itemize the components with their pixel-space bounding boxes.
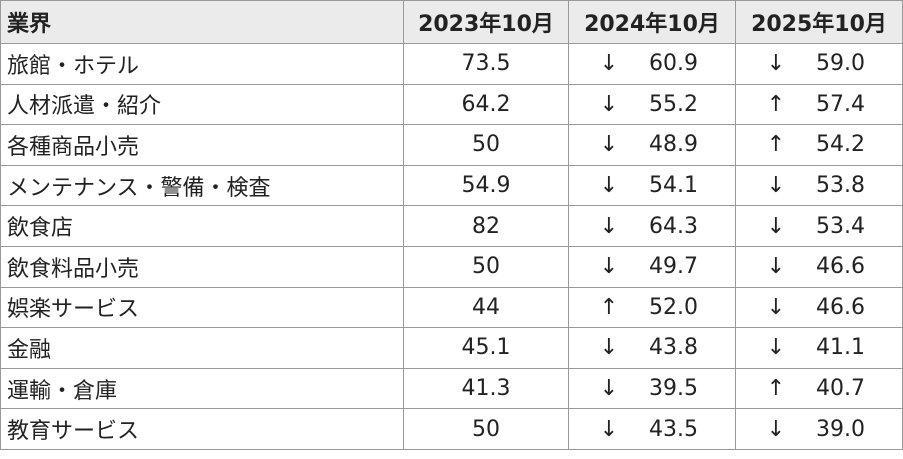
value: 55.2 xyxy=(649,91,698,117)
value: 39.0 xyxy=(816,416,865,442)
header-row: 業界 2023年10月 2024年10月 2025年10月 xyxy=(0,0,903,44)
change-cell: ↓ 53.4 xyxy=(735,205,903,247)
value-cell: 44 xyxy=(403,286,569,329)
value: 40.7 xyxy=(816,376,865,402)
trend-arrow: ↑ xyxy=(766,132,786,158)
industry-cell: 各種商品小売 xyxy=(0,124,404,166)
table-row: 教育サービス 50 ↓ 43.5 ↓ 39.0 xyxy=(0,408,903,450)
table-row: 各種商品小売 50 ↓ 48.9 ↑ 54.2 xyxy=(0,124,903,166)
trend-arrow: ↓ xyxy=(599,254,619,280)
table-row: メンテナンス・警備・検査 54.9 ↓ 54.1 ↓ 53.8 xyxy=(0,164,903,207)
change-cell: ↓ 46.6 xyxy=(735,245,903,288)
trend-arrow: ↓ xyxy=(766,254,786,280)
table-body: 旅館・ホテル 73.5 ↓ 60.9 ↓ 59.0 人材派遣・紹介 64.2 ↓ 55.2 ↑ 57.… xyxy=(0,43,903,450)
industry-cell: 運輸・倉庫 xyxy=(0,367,404,410)
value: 54.2 xyxy=(816,132,865,158)
change-cell: ↓ 55.2 xyxy=(568,83,736,126)
industry-cell: 飲食店 xyxy=(0,205,404,247)
value: 41.1 xyxy=(816,335,865,361)
value: 43.8 xyxy=(649,335,698,361)
change-cell: ↓ 43.5 xyxy=(568,408,736,450)
table-row: 飲食料品小売 50 ↓ 49.7 ↓ 46.6 xyxy=(0,245,903,288)
change-cell: ↑ 40.7 xyxy=(735,367,903,410)
value: 39.5 xyxy=(649,376,698,402)
trend-arrow: ↓ xyxy=(599,416,619,442)
header-cell: 2024年10月 xyxy=(568,0,736,44)
change-cell: ↓ 53.8 xyxy=(735,164,903,207)
change-cell: ↓ 39.0 xyxy=(735,408,903,450)
value-cell: 82 xyxy=(403,205,569,247)
trend-arrow: ↑ xyxy=(766,91,786,117)
change-cell: ↑ 52.0 xyxy=(568,286,736,329)
value: 46.6 xyxy=(816,254,865,280)
value: 46.6 xyxy=(816,294,865,320)
change-cell: ↓ 39.5 xyxy=(568,367,736,410)
value: 60.9 xyxy=(649,51,698,77)
value: 54.1 xyxy=(649,173,698,199)
industry-cell: 教育サービス xyxy=(0,408,404,450)
value: 43.5 xyxy=(649,416,698,442)
change-cell: ↓ 41.1 xyxy=(735,327,903,369)
value: 53.8 xyxy=(816,173,865,199)
trend-arrow: ↓ xyxy=(599,213,619,239)
value-cell: 64.2 xyxy=(403,83,569,126)
change-cell: ↓ 43.8 xyxy=(568,327,736,369)
trend-arrow: ↓ xyxy=(599,51,619,77)
trend-arrow: ↓ xyxy=(599,335,619,361)
trend-arrow: ↓ xyxy=(766,294,786,320)
trend-arrow: ↓ xyxy=(766,416,786,442)
value-cell: 54.9 xyxy=(403,164,569,207)
value: 64.3 xyxy=(649,213,698,239)
value: 49.7 xyxy=(649,254,698,280)
change-cell: ↓ 49.7 xyxy=(568,245,736,288)
industry-cell: メンテナンス・警備・検査 xyxy=(0,164,404,207)
value: 59.0 xyxy=(816,51,865,77)
change-cell: ↓ 59.0 xyxy=(735,43,903,85)
industry-cell: 人材派遣・紹介 xyxy=(0,83,404,126)
change-cell: ↓ 54.1 xyxy=(568,164,736,207)
value-cell: 73.5 xyxy=(403,43,569,85)
industry-cell: 金融 xyxy=(0,327,404,369)
trend-arrow: ↓ xyxy=(599,132,619,158)
change-cell: ↓ 64.3 xyxy=(568,205,736,247)
value: 48.9 xyxy=(649,132,698,158)
trend-arrow: ↓ xyxy=(599,173,619,199)
table-row: 旅館・ホテル 73.5 ↓ 60.9 ↓ 59.0 xyxy=(0,43,903,85)
change-cell: ↑ 54.2 xyxy=(735,124,903,166)
value-cell: 45.1 xyxy=(403,327,569,369)
header-cell: 2023年10月 xyxy=(403,0,569,44)
industry-cell: 旅館・ホテル xyxy=(0,43,404,85)
industry-cell: 飲食料品小売 xyxy=(0,245,404,288)
change-cell: ↓ 60.9 xyxy=(568,43,736,85)
table-header: 業界 2023年10月 2024年10月 2025年10月 xyxy=(0,0,903,44)
industry-cell: 娯楽サービス xyxy=(0,286,404,329)
trend-arrow: ↑ xyxy=(599,294,619,320)
value: 52.0 xyxy=(649,294,698,320)
table-row: 娯楽サービス 44 ↑ 52.0 ↓ 46.6 xyxy=(0,286,903,329)
value-cell: 50 xyxy=(403,408,569,450)
trend-arrow: ↑ xyxy=(766,376,786,402)
header-cell: 2025年10月 xyxy=(735,0,903,44)
table-row: 運輸・倉庫 41.3 ↓ 39.5 ↑ 40.7 xyxy=(0,367,903,410)
value-cell: 50 xyxy=(403,245,569,288)
trend-arrow: ↓ xyxy=(766,51,786,77)
value: 53.4 xyxy=(816,213,865,239)
change-cell: ↓ 46.6 xyxy=(735,286,903,329)
value: 57.4 xyxy=(816,91,865,117)
value-cell: 50 xyxy=(403,124,569,166)
trend-arrow: ↓ xyxy=(766,335,786,361)
header-cell: 業界 xyxy=(0,0,404,44)
table-row: 人材派遣・紹介 64.2 ↓ 55.2 ↑ 57.4 xyxy=(0,83,903,126)
change-cell: ↑ 57.4 xyxy=(735,83,903,126)
trend-arrow: ↓ xyxy=(599,376,619,402)
change-cell: ↓ 48.9 xyxy=(568,124,736,166)
trend-arrow: ↓ xyxy=(599,91,619,117)
table-row: 飲食店 82 ↓ 64.3 ↓ 53.4 xyxy=(0,205,903,247)
trend-arrow: ↓ xyxy=(766,173,786,199)
value-cell: 41.3 xyxy=(403,367,569,410)
trend-arrow: ↓ xyxy=(766,213,786,239)
table-row: 金融 45.1 ↓ 43.8 ↓ 41.1 xyxy=(0,327,903,369)
